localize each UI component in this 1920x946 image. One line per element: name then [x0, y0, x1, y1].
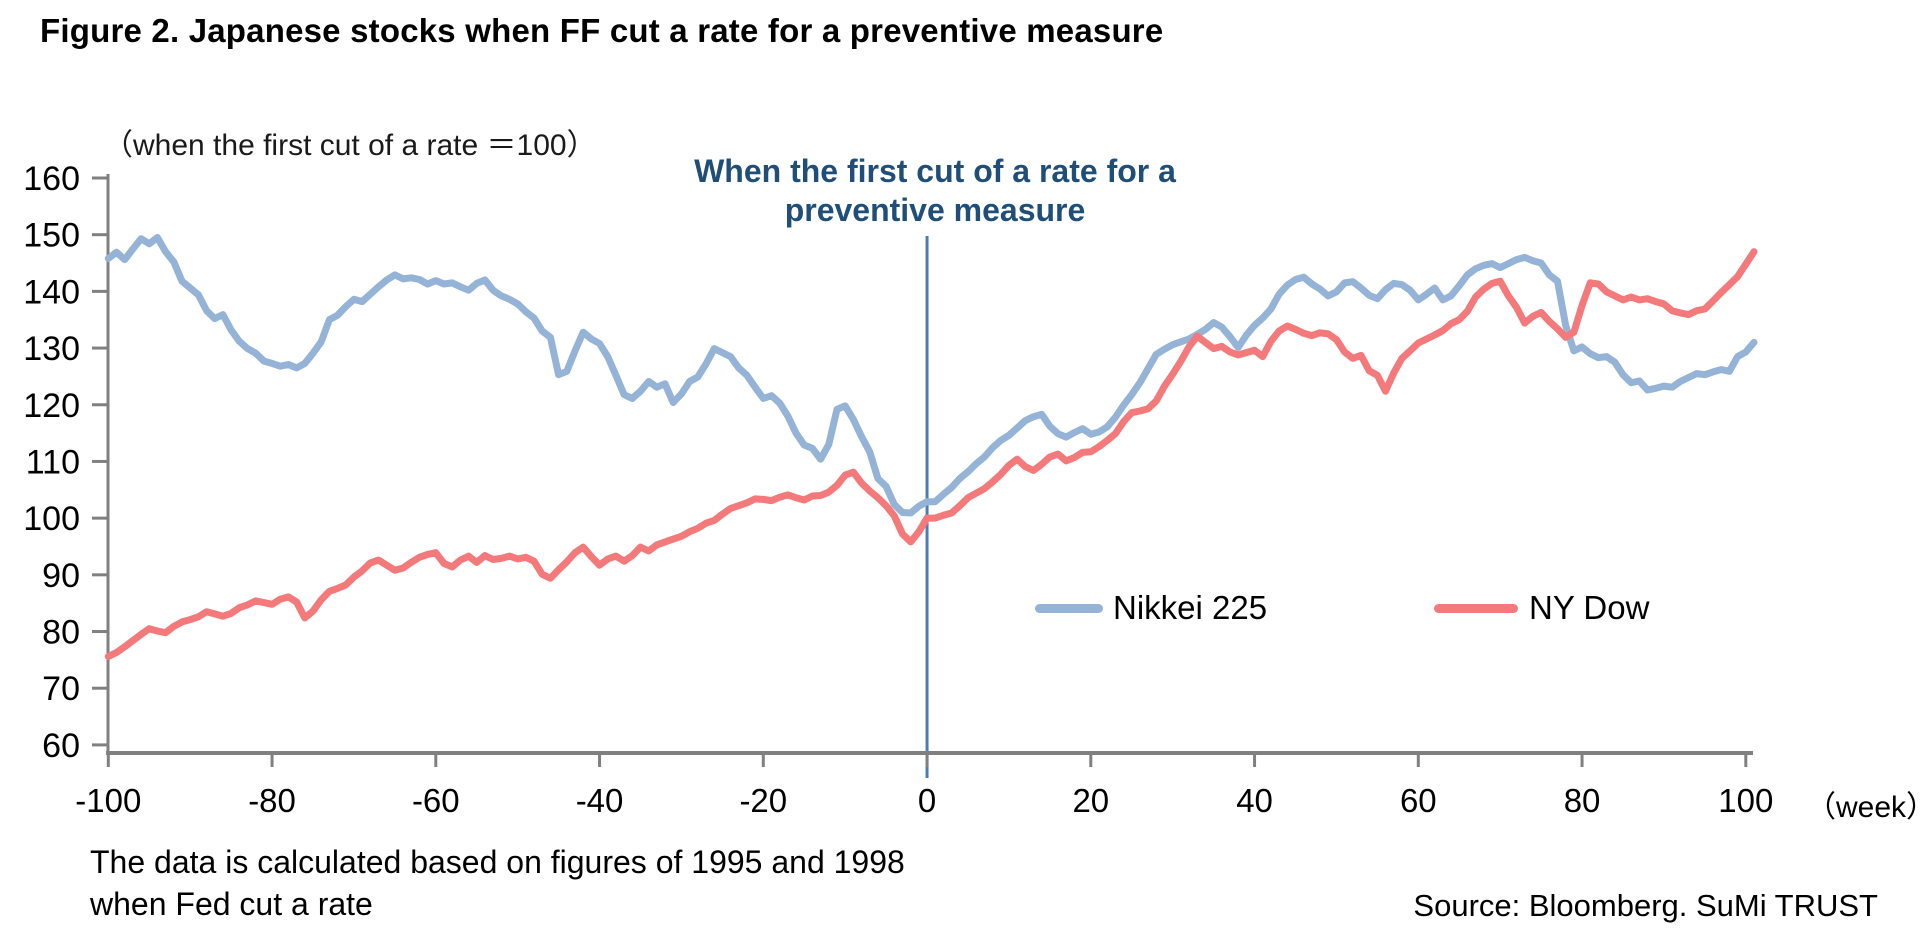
y-tick-label: 110 [26, 443, 80, 481]
x-tick-label: -80 [248, 782, 296, 819]
x-tick-label: 40 [1236, 782, 1273, 819]
source-credit: Source: Bloomberg. SuMi TRUST [1413, 888, 1878, 923]
y-tick-label: 150 [23, 217, 80, 255]
x-tick-label: 80 [1564, 782, 1601, 819]
legend-label-nikkei: Nikkei 225 [1113, 589, 1268, 626]
y-axis-unit-label: （when the first cut of a rate ＝100） [103, 129, 597, 162]
legend-swatch-dow [1434, 604, 1518, 613]
legend-label-dow: NY Dow [1529, 589, 1650, 626]
y-tick-label: 100 [23, 500, 80, 538]
event-annotation-line2: preventive measure [784, 192, 1086, 228]
x-tick-label: 100 [1718, 782, 1773, 819]
series-line-nikkei-225 [104, 234, 1758, 517]
x-axis-unit-label: （week） [1806, 791, 1920, 824]
series-line-ny-dow [104, 248, 1758, 660]
event-annotation-line1: When the first cut of a rate for a [694, 153, 1176, 189]
x-tick-label: -60 [412, 782, 460, 819]
x-tick-label: -20 [739, 782, 787, 819]
x-tick-label: -100 [75, 782, 141, 819]
y-tick-label: 140 [23, 273, 80, 311]
x-tick-label: 20 [1072, 782, 1109, 819]
x-tick-label: 0 [918, 782, 936, 819]
x-tick-label: -40 [576, 782, 624, 819]
y-tick-label: 130 [23, 330, 80, 368]
y-tick-label: 80 [42, 614, 80, 652]
y-tick-label: 90 [42, 557, 80, 595]
footnote-line1: The data is calculated based on figures … [90, 844, 905, 880]
x-tick-label: 60 [1400, 782, 1437, 819]
legend-swatch-nikkei [1035, 604, 1103, 613]
figure-title: Figure 2. Japanese stocks when FF cut a … [40, 12, 1164, 49]
y-tick-label: 120 [23, 387, 80, 425]
y-tick-label: 70 [42, 670, 80, 708]
footnote: The data is calculated based on figures … [90, 841, 905, 925]
event-annotation: When the first cut of a rate for a preve… [694, 152, 1176, 230]
footnote-line2: when Fed cut a rate [90, 886, 373, 922]
y-tick-label: 160 [23, 160, 80, 198]
y-tick-label: 60 [42, 727, 80, 765]
